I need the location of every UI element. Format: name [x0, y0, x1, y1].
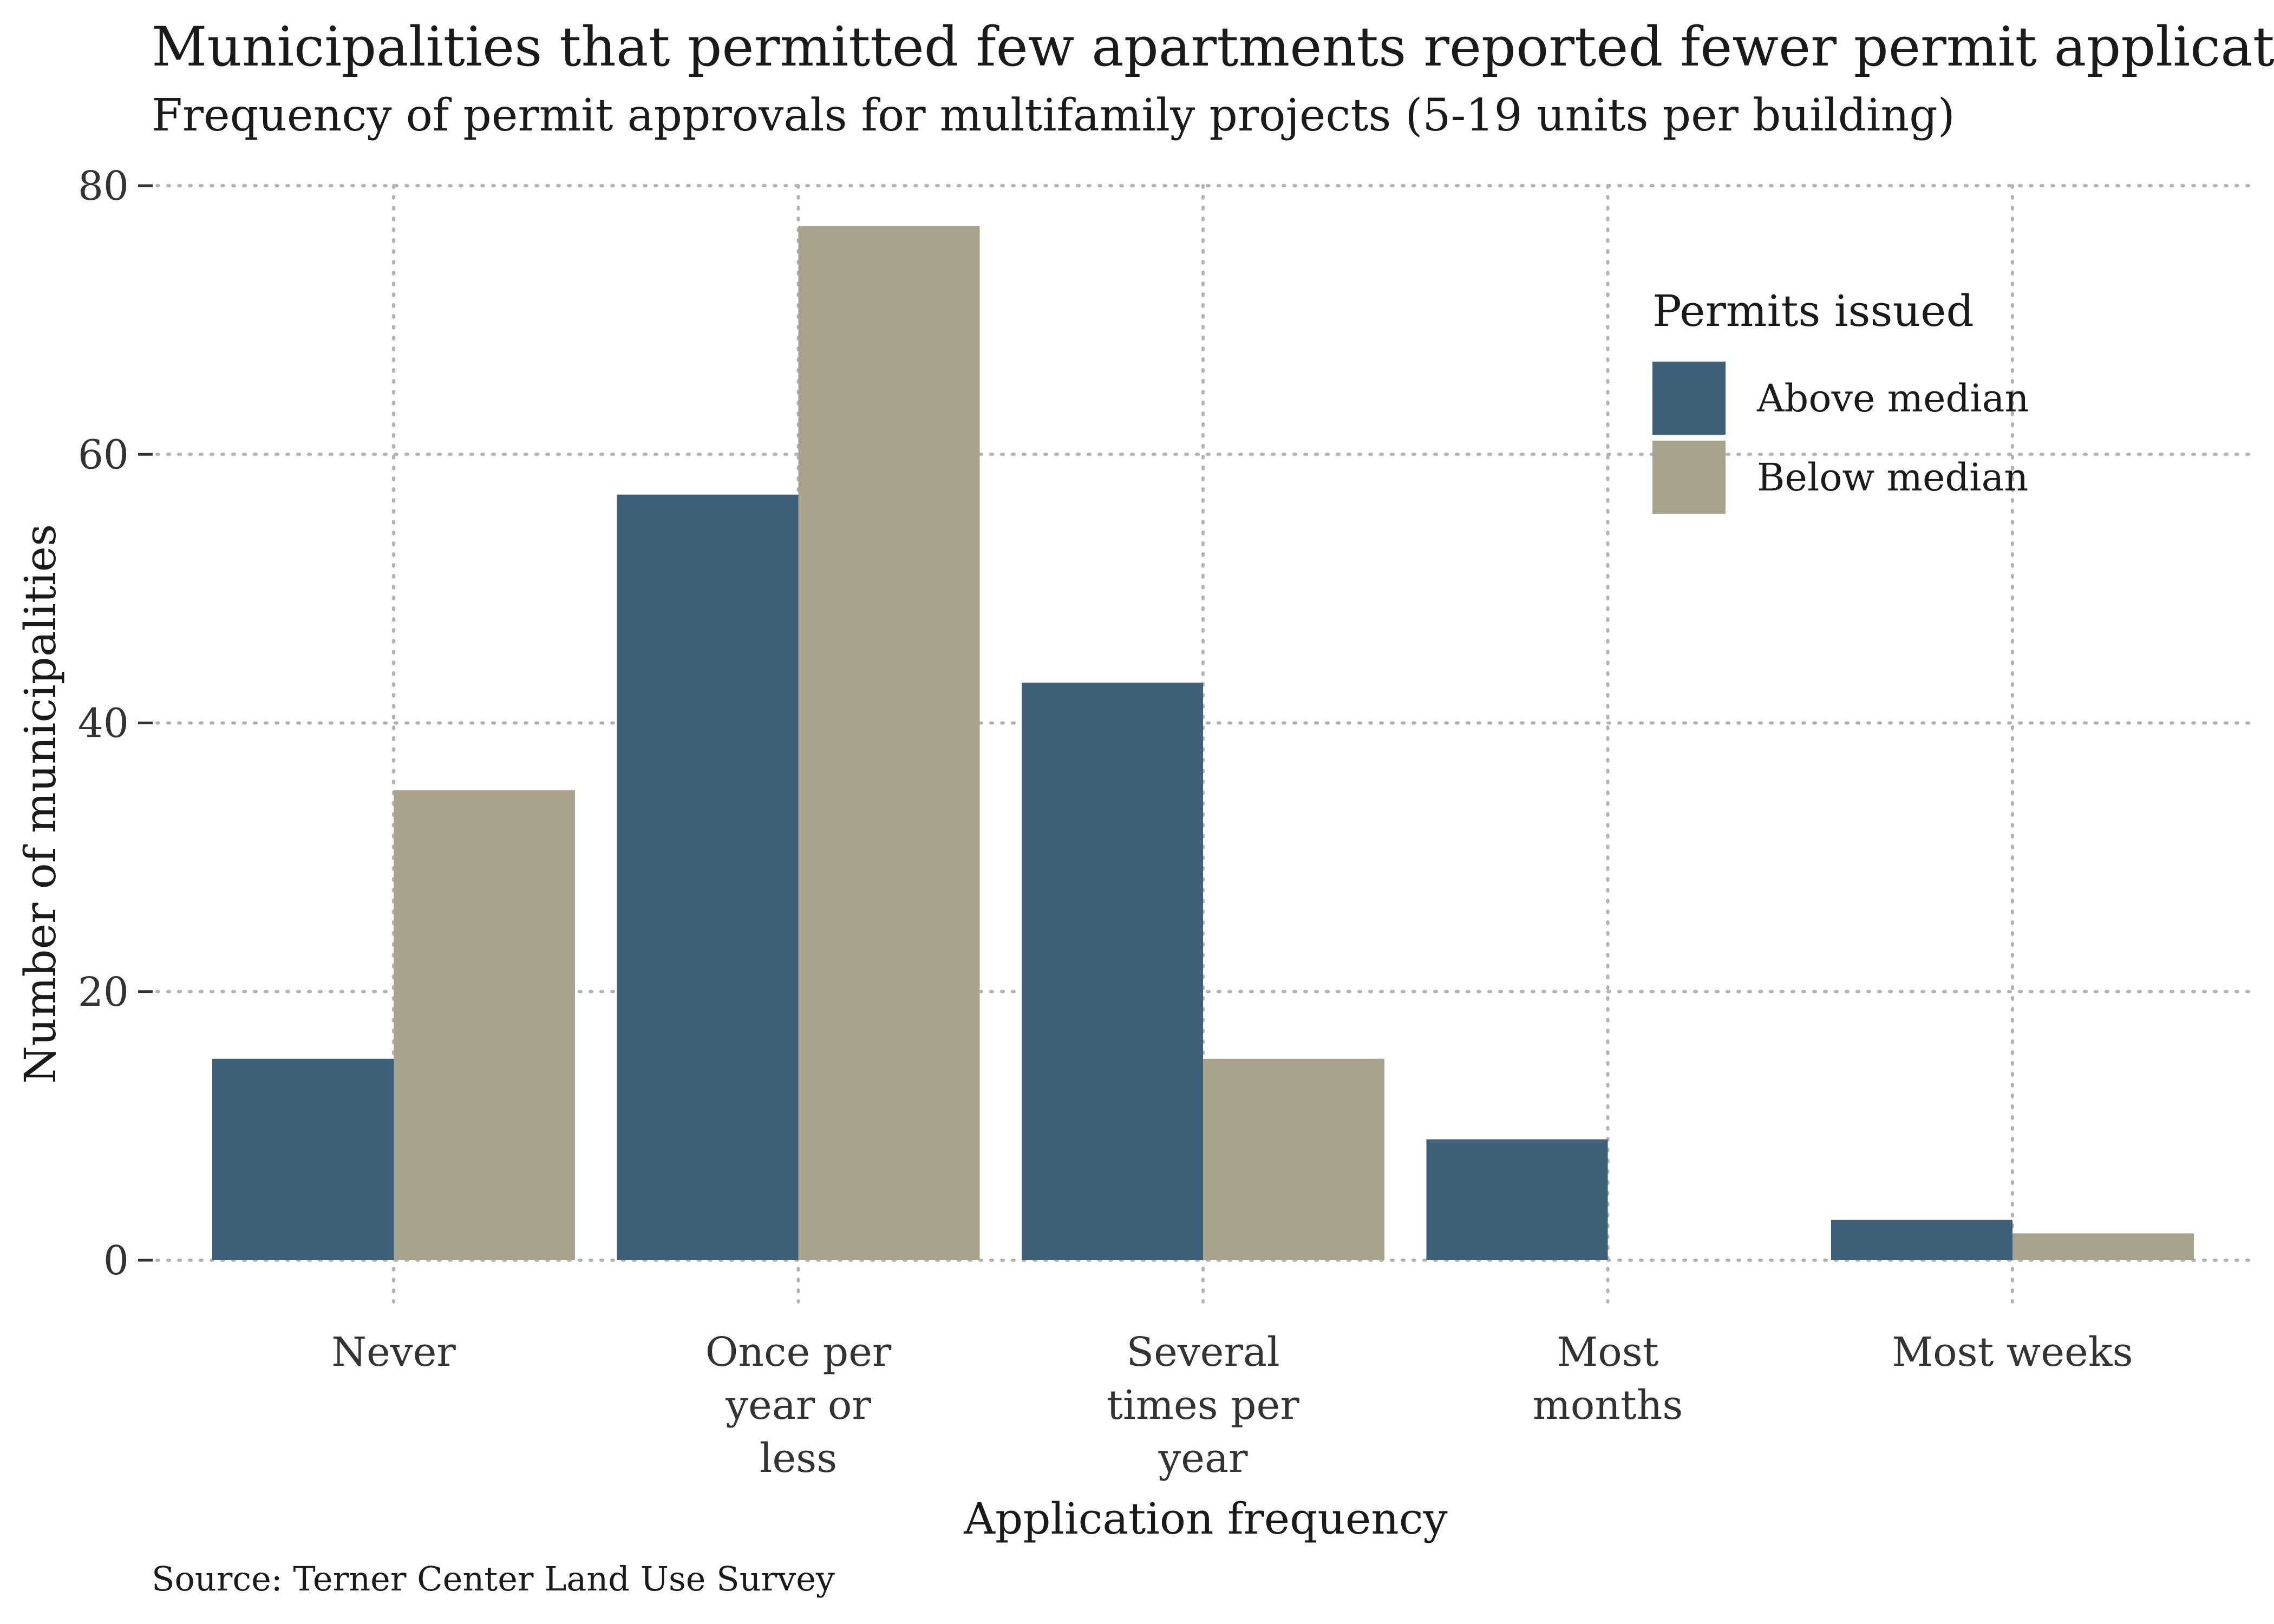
- x-tick-label: Never: [331, 1329, 456, 1376]
- bar-above-median: [617, 494, 799, 1260]
- x-tick-label: Once per year or less: [705, 1329, 892, 1482]
- bar-above-median: [1022, 683, 1203, 1260]
- bar-below-median: [2012, 1233, 2194, 1260]
- bar-below-median: [394, 790, 575, 1260]
- x-axis: Never Once per year or less Several times per…: [331, 1329, 2133, 1482]
- y-axis-title: Number of municipalities: [15, 524, 66, 1084]
- bars: [212, 226, 2194, 1260]
- bar-above-median: [1831, 1220, 2012, 1260]
- legend-swatch: [1652, 362, 1726, 435]
- legend-label: Above median: [1756, 376, 2029, 421]
- y-tick-label: 40: [78, 700, 129, 747]
- legend-title: Permits issued: [1652, 286, 1974, 336]
- legend-swatch: [1652, 441, 1726, 514]
- source-note: Source: Terner Center Land Use Survey: [152, 1559, 835, 1599]
- chart-title: Municipalities that permitted few apartm…: [152, 15, 2274, 78]
- y-tick-label: 60: [78, 431, 129, 478]
- legend-label: Below median: [1757, 455, 2028, 500]
- bar-below-median: [1203, 1058, 1384, 1260]
- bar-above-median: [1426, 1139, 1608, 1260]
- y-axis: 0 20 40 60 80: [78, 163, 153, 1284]
- x-axis-title: Application frequency: [963, 1494, 1448, 1544]
- y-tick-label: 0: [103, 1237, 129, 1284]
- x-tick-label: Several times per year: [1107, 1329, 1299, 1482]
- x-tick-label: Most months: [1533, 1329, 1683, 1429]
- legend: Permits issued Above median Below median: [1652, 286, 2029, 514]
- y-tick-label: 20: [78, 969, 129, 1016]
- x-tick-label: Most weeks: [1892, 1329, 2133, 1376]
- bar-below-median: [798, 226, 980, 1260]
- y-tick-label: 80: [78, 163, 129, 209]
- chart-subtitle: Frequency of permit approvals for multif…: [152, 90, 1955, 141]
- bar-above-median: [212, 1058, 394, 1260]
